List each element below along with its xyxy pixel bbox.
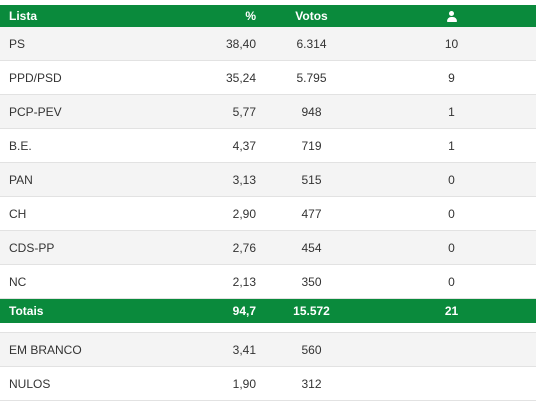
party-percent: 2,13 [232, 274, 256, 289]
party-name: PCP-PEV [9, 104, 62, 119]
table-row: CDS-PP 2,76 454 0 [0, 231, 536, 265]
column-header-lista: Lista [9, 9, 38, 23]
table-header: Lista % Votos [0, 5, 536, 27]
null-votes-label: NULOS [9, 376, 51, 391]
party-mandates: 1 [448, 138, 455, 153]
totals-mandates: 21 [444, 304, 459, 318]
null-votes-percent: 1,90 [232, 376, 256, 391]
party-mandates: 10 [444, 36, 459, 51]
party-name: B.E. [9, 138, 32, 153]
party-percent: 5,77 [232, 104, 256, 119]
party-mandates: 0 [448, 240, 455, 255]
party-votes: 350 [301, 274, 322, 289]
blank-votes-label: EM BRANCO [9, 342, 82, 357]
party-mandates: 0 [448, 206, 455, 221]
totals-percent: 94,7 [232, 304, 256, 318]
party-votes: 477 [301, 206, 322, 221]
party-percent: 2,76 [232, 240, 256, 255]
table-row: EM BRANCO 3,41 560 [0, 333, 536, 367]
party-mandates: 0 [448, 172, 455, 187]
totals-row: Totais 94,7 15.572 21 [0, 299, 536, 323]
party-name: PPD/PSD [9, 70, 62, 85]
party-votes: 6.314 [296, 36, 327, 51]
party-votes: 948 [301, 104, 322, 119]
party-name: CDS-PP [9, 240, 55, 255]
table-row: NC 2,13 350 0 [0, 265, 536, 299]
party-name: NC [9, 274, 27, 289]
party-mandates: 0 [448, 274, 455, 289]
null-votes-count: 312 [301, 376, 322, 391]
totals-label: Totais [9, 304, 44, 318]
table-row: PAN 3,13 515 0 [0, 163, 536, 197]
party-percent: 2,90 [232, 206, 256, 221]
column-header-mandatos [367, 9, 536, 23]
table-divider [0, 323, 536, 333]
party-votes: 515 [301, 172, 322, 187]
party-votes: 5.795 [296, 70, 327, 85]
party-percent: 3,13 [232, 172, 256, 187]
column-header-votos: Votos [295, 9, 328, 23]
table-row: B.E. 4,37 719 1 [0, 129, 536, 163]
party-percent: 4,37 [232, 138, 256, 153]
blank-votes-count: 560 [301, 342, 322, 357]
party-percent: 35,24 [225, 70, 256, 85]
totals-votes: 15.572 [293, 304, 330, 318]
party-mandates: 1 [448, 104, 455, 119]
party-votes: 719 [301, 138, 322, 153]
person-icon [446, 11, 457, 23]
table-row: CH 2,90 477 0 [0, 197, 536, 231]
column-header-percent: % [245, 9, 256, 23]
blank-votes-percent: 3,41 [232, 342, 256, 357]
party-percent: 38,40 [225, 36, 256, 51]
table-row: PCP-PEV 5,77 948 1 [0, 95, 536, 129]
table-row: PS 38,40 6.314 10 [0, 27, 536, 61]
party-votes: 454 [301, 240, 322, 255]
party-name: PAN [9, 172, 33, 187]
table-row: NULOS 1,90 312 [0, 367, 536, 401]
party-name: PS [9, 36, 26, 51]
party-name: CH [9, 206, 27, 221]
results-table: Lista % Votos PS 38,40 6.314 10 PPD/PSD … [0, 5, 536, 401]
party-mandates: 9 [448, 70, 455, 85]
table-row: PPD/PSD 35,24 5.795 9 [0, 61, 536, 95]
